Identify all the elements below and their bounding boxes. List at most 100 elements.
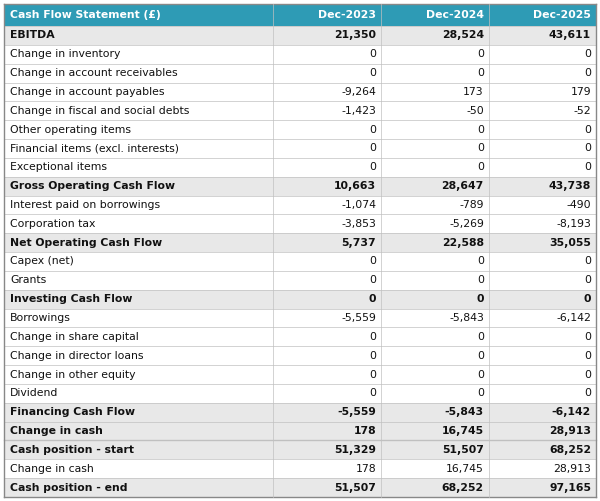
Text: -5,843: -5,843	[449, 313, 484, 323]
Text: 0: 0	[584, 125, 591, 135]
Text: 0: 0	[584, 68, 591, 78]
Text: -50: -50	[466, 106, 484, 116]
Bar	[4, 478, 596, 497]
Text: 0: 0	[584, 351, 591, 361]
Bar	[4, 233, 596, 252]
Text: 0: 0	[477, 370, 484, 380]
Text: 0: 0	[369, 68, 376, 78]
Text: 0: 0	[369, 351, 376, 361]
Text: Dividend: Dividend	[10, 388, 58, 398]
Text: 28,913: 28,913	[549, 426, 591, 436]
Text: -1,423: -1,423	[341, 106, 376, 116]
Bar	[4, 346, 596, 365]
Text: 0: 0	[369, 125, 376, 135]
Text: 0: 0	[476, 294, 484, 304]
Text: 28,913: 28,913	[553, 464, 591, 474]
Text: Cash Flow Statement (£): Cash Flow Statement (£)	[10, 10, 161, 20]
Text: Exceptional items: Exceptional items	[10, 162, 107, 172]
Bar	[4, 440, 596, 459]
Text: -9,264: -9,264	[341, 87, 376, 97]
Text: Change in inventory: Change in inventory	[10, 49, 121, 59]
Text: Capex (net): Capex (net)	[10, 257, 74, 267]
Bar	[4, 139, 596, 158]
Text: 0: 0	[477, 143, 484, 153]
Bar	[4, 290, 596, 309]
Text: 16,745: 16,745	[446, 464, 484, 474]
Bar	[4, 459, 596, 478]
Bar	[4, 177, 596, 195]
Text: 0: 0	[584, 370, 591, 380]
Text: 97,165: 97,165	[549, 482, 591, 492]
Text: -5,559: -5,559	[337, 407, 376, 417]
Text: Change in cash: Change in cash	[10, 464, 94, 474]
Bar	[4, 120, 596, 139]
Text: Change in account payables: Change in account payables	[10, 87, 164, 97]
Text: 68,252: 68,252	[442, 482, 484, 492]
Text: 43,611: 43,611	[549, 31, 591, 41]
Text: 51,329: 51,329	[334, 445, 376, 455]
Text: -6,142: -6,142	[556, 313, 591, 323]
Text: Change in share capital: Change in share capital	[10, 332, 139, 342]
Text: -8,193: -8,193	[556, 219, 591, 229]
Text: 0: 0	[369, 276, 376, 286]
Text: 35,055: 35,055	[549, 237, 591, 247]
Text: 0: 0	[584, 162, 591, 172]
Text: Dec-2024: Dec-2024	[426, 10, 484, 20]
Text: -789: -789	[460, 200, 484, 210]
Text: Change in other equity: Change in other equity	[10, 370, 136, 380]
Text: Gross Operating Cash Flow: Gross Operating Cash Flow	[10, 181, 175, 191]
Text: 0: 0	[584, 49, 591, 59]
Bar	[4, 101, 596, 120]
Text: Cash position - start: Cash position - start	[10, 445, 134, 455]
Text: Change in fiscal and social debts: Change in fiscal and social debts	[10, 106, 190, 116]
Text: Grants: Grants	[10, 276, 46, 286]
Text: Borrowings: Borrowings	[10, 313, 71, 323]
Bar	[4, 403, 596, 422]
Text: 0: 0	[369, 388, 376, 398]
Text: 0: 0	[477, 257, 484, 267]
Text: Change in account receivables: Change in account receivables	[10, 68, 178, 78]
Text: -52: -52	[574, 106, 591, 116]
Bar	[4, 45, 596, 64]
Text: 0: 0	[477, 351, 484, 361]
Text: 22,588: 22,588	[442, 237, 484, 247]
Text: 0: 0	[477, 68, 484, 78]
Text: -3,853: -3,853	[341, 219, 376, 229]
Text: 16,745: 16,745	[442, 426, 484, 436]
Text: 0: 0	[477, 49, 484, 59]
Text: 0: 0	[584, 294, 591, 304]
Text: 5,737: 5,737	[341, 237, 376, 247]
Bar	[4, 158, 596, 177]
Text: 0: 0	[477, 162, 484, 172]
Text: Change in cash: Change in cash	[10, 426, 103, 436]
Text: -5,843: -5,843	[445, 407, 484, 417]
Text: Change in director loans: Change in director loans	[10, 351, 143, 361]
Text: 0: 0	[369, 332, 376, 342]
Text: 178: 178	[355, 464, 376, 474]
Bar	[4, 328, 596, 346]
Text: Corporation tax: Corporation tax	[10, 219, 95, 229]
Text: 0: 0	[477, 125, 484, 135]
Text: -490: -490	[566, 200, 591, 210]
Text: 21,350: 21,350	[334, 31, 376, 41]
Text: 68,252: 68,252	[549, 445, 591, 455]
Text: 28,524: 28,524	[442, 31, 484, 41]
Text: 179: 179	[571, 87, 591, 97]
Text: 0: 0	[368, 294, 376, 304]
Text: 178: 178	[353, 426, 376, 436]
Text: -5,559: -5,559	[341, 313, 376, 323]
Text: Investing Cash Flow: Investing Cash Flow	[10, 294, 133, 304]
Bar	[4, 252, 596, 271]
Text: 0: 0	[584, 332, 591, 342]
Bar	[4, 271, 596, 290]
Text: 0: 0	[584, 388, 591, 398]
Text: -1,074: -1,074	[341, 200, 376, 210]
Bar	[4, 26, 596, 45]
Text: 0: 0	[477, 388, 484, 398]
Bar	[4, 384, 596, 403]
Bar	[4, 64, 596, 83]
Text: Financing Cash Flow: Financing Cash Flow	[10, 407, 135, 417]
Text: 0: 0	[584, 257, 591, 267]
Bar	[4, 4, 596, 26]
Text: -6,142: -6,142	[552, 407, 591, 417]
